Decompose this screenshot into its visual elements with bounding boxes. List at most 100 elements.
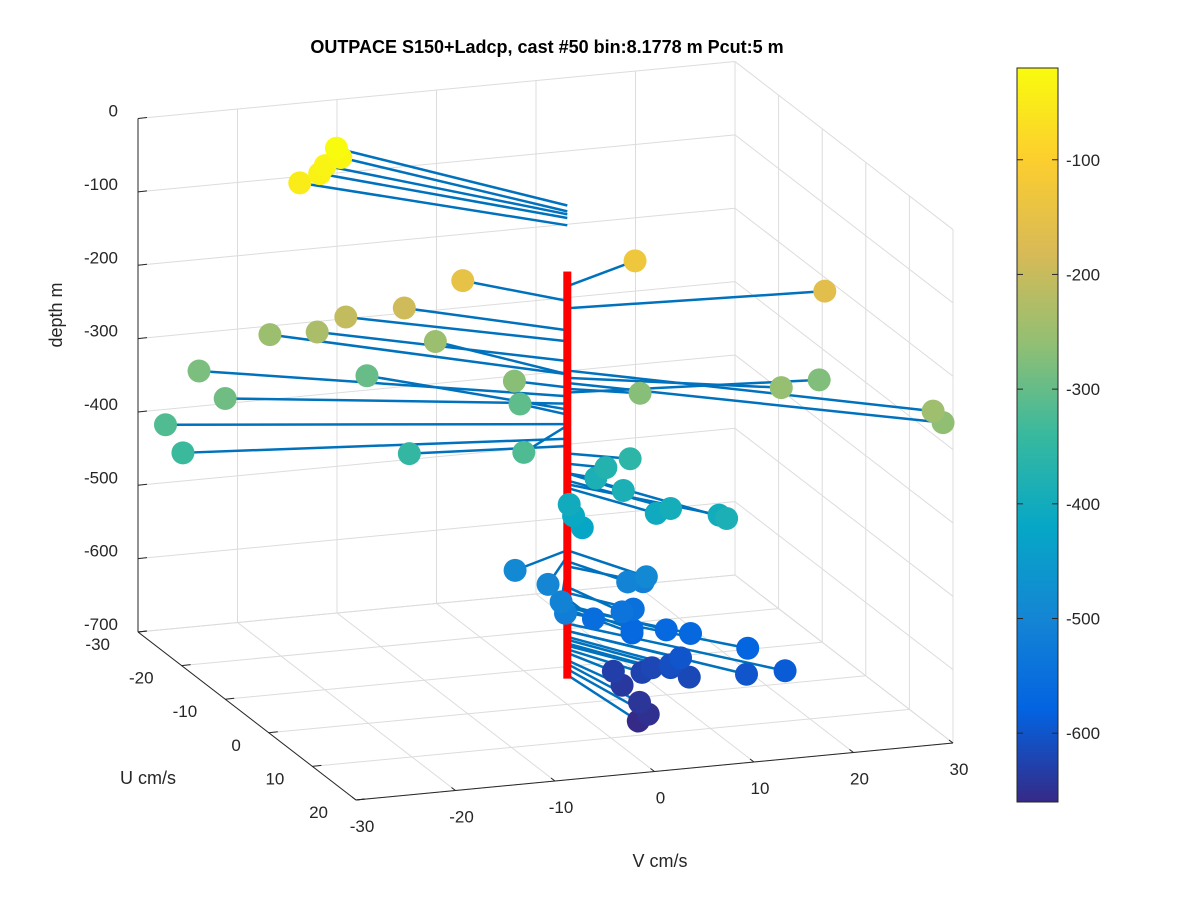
colorbar: -100 -200 -300 -400 -500 -600: [1016, 67, 1100, 803]
colorbar-tick-label: -600: [1066, 724, 1100, 743]
grid-line: [137, 207, 736, 266]
depth-marker: [715, 506, 739, 530]
depth-marker: [628, 381, 652, 405]
tick-mark: [137, 410, 148, 413]
tick-mark: [650, 768, 655, 772]
y-tick-label: -20: [129, 669, 154, 688]
depth-marker: [392, 296, 416, 320]
tick-mark: [268, 731, 278, 734]
grid-line: [734, 427, 954, 597]
depth-marker: [640, 656, 664, 680]
depth-marker: [610, 600, 634, 624]
depth-marker: [654, 618, 678, 642]
tick-mark: [451, 787, 456, 791]
tick-mark: [181, 664, 191, 667]
depth-marker: [634, 565, 658, 589]
grid-line: [137, 427, 736, 486]
depth-marker: [594, 456, 618, 480]
grid-line: [137, 501, 736, 560]
depth-marker: [659, 496, 683, 520]
tick-mark: [137, 117, 148, 120]
tick-mark: [137, 263, 148, 266]
depth-marker: [677, 665, 701, 689]
velocity-stick: [566, 486, 657, 515]
z-tick-label: -300: [84, 322, 118, 341]
y-tick-label: 10: [265, 769, 284, 788]
depth-marker: [769, 376, 793, 400]
grid-line: [137, 354, 736, 413]
grid-line: [268, 675, 866, 734]
depth-marker: [503, 558, 527, 582]
x-tick-label: -30: [350, 817, 375, 836]
colorbar-tick-label: -200: [1066, 265, 1100, 284]
depth-marker: [171, 441, 195, 465]
velocity-stick: [567, 387, 641, 395]
grid-line: [137, 61, 736, 120]
tick-mark: [749, 758, 755, 763]
depth-marker: [502, 369, 526, 393]
depth-marker: [623, 249, 647, 273]
depth-marker: [154, 413, 177, 437]
tick-mark: [550, 777, 556, 782]
velocity-stick: [165, 422, 568, 426]
tick-mark: [225, 697, 235, 700]
depth-marker: [616, 570, 640, 594]
depth-marker: [355, 364, 379, 388]
grid-line: [181, 608, 779, 667]
depth-marker: [423, 330, 447, 354]
velocity-stick: [566, 648, 643, 674]
depth-marker: [581, 607, 605, 631]
velocity-stick: [566, 673, 639, 723]
y-tick-label: -10: [173, 702, 198, 721]
depth-marker: [628, 690, 652, 714]
velocity-stick: [336, 147, 568, 207]
velocity-stick: [567, 629, 681, 660]
depth-marker: [620, 617, 644, 641]
depth-marker: [773, 659, 797, 683]
colorbar-tick-label: -500: [1066, 610, 1100, 629]
depth-marker: [736, 636, 760, 660]
grid-line: [137, 281, 736, 340]
tick-mark: [137, 337, 148, 340]
depth-marker: [451, 269, 475, 293]
velocity-stick: [566, 259, 636, 288]
depth-marker: [735, 662, 759, 686]
x-tick-label: 20: [850, 770, 869, 789]
velocity-stick: [435, 340, 568, 376]
grid-line: [336, 612, 556, 782]
velocity-stick: [409, 444, 568, 455]
z-tick-label: -100: [84, 175, 118, 194]
tick-mark: [355, 798, 366, 801]
depth-marker: [334, 305, 358, 329]
x-tick-label: 10: [751, 779, 770, 798]
velocity-stick: [325, 164, 568, 216]
grid-line: [137, 134, 736, 193]
tick-mark: [849, 749, 854, 753]
grid-line: [225, 641, 823, 700]
velocity-stick: [198, 369, 568, 398]
depth-marker: [921, 399, 945, 423]
velocity-stick: [566, 662, 641, 704]
depth-marker: [679, 621, 702, 645]
z-axis-label: depth m: [46, 282, 66, 347]
velocity-stick: [299, 181, 568, 227]
velocity-stick: [567, 622, 786, 673]
depth-marker: [258, 323, 282, 347]
velocity-stick: [567, 289, 825, 310]
velocity-stick: [567, 376, 782, 389]
z-tick-label: -500: [84, 468, 118, 487]
axis-line-u: [137, 631, 357, 801]
tick-labels: 0-100-200-300-400-500-600-700-30-20-1001…: [84, 102, 968, 836]
grid-line: [312, 708, 910, 767]
depth-marker: [508, 392, 532, 416]
y-tick-label: 0: [231, 736, 240, 755]
y-axis-label: U cm/s: [120, 768, 176, 788]
depth-marker: [611, 479, 635, 503]
tick-mark: [351, 796, 357, 801]
colorbar-tick-label: -100: [1066, 151, 1100, 170]
x-tick-label: -20: [449, 808, 474, 827]
velocity-stick: [404, 306, 568, 332]
depth-marker: [669, 646, 693, 670]
velocity-sticks: [165, 147, 944, 723]
